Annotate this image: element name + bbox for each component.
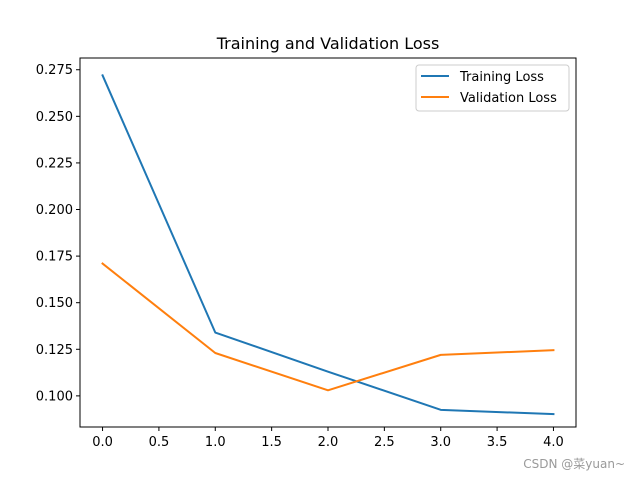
x-tick-label: 1.0 [205, 435, 226, 450]
y-tick-label: 0.225 [36, 156, 73, 171]
watermark: CSDN @菜yuan~ [523, 457, 625, 471]
chart-title: Training and Validation Loss [216, 34, 440, 53]
x-tick-label: 4.0 [543, 435, 564, 450]
y-tick-label: 0.125 [36, 343, 73, 358]
y-tick-label: 0.100 [36, 389, 73, 404]
y-axis: 0.100 0.125 0.150 0.175 0.200 0.225 0.250 0.275 [36, 63, 80, 404]
y-tick-label: 0.200 [36, 203, 73, 218]
x-tick-label: 0.0 [92, 435, 113, 450]
y-tick-label: 0.175 [36, 250, 73, 265]
legend: Training Loss Validation Loss [415, 64, 570, 112]
series-layer [101, 74, 555, 416]
series-line-training-loss [101, 74, 555, 416]
y-tick-label: 0.250 [36, 110, 73, 125]
x-tick-label: 0.5 [149, 435, 170, 450]
series-line-validation-loss [101, 262, 555, 392]
x-axis: 0.0 0.5 1.0 1.5 2.0 2.5 3.0 3.5 4.0 [92, 427, 564, 450]
x-tick-label: 1.5 [261, 435, 282, 450]
legend-box [415, 64, 570, 112]
x-tick-label: 2.5 [374, 435, 395, 450]
legend-label-validation-loss: Validation Loss [460, 91, 557, 106]
x-tick-label: 2.0 [318, 435, 339, 450]
y-tick-label: 0.275 [36, 63, 73, 78]
legend-label-training-loss: Training Loss [459, 70, 544, 85]
x-tick-label: 3.5 [487, 435, 508, 450]
x-tick-label: 3.0 [430, 435, 451, 450]
y-tick-label: 0.150 [36, 296, 73, 311]
